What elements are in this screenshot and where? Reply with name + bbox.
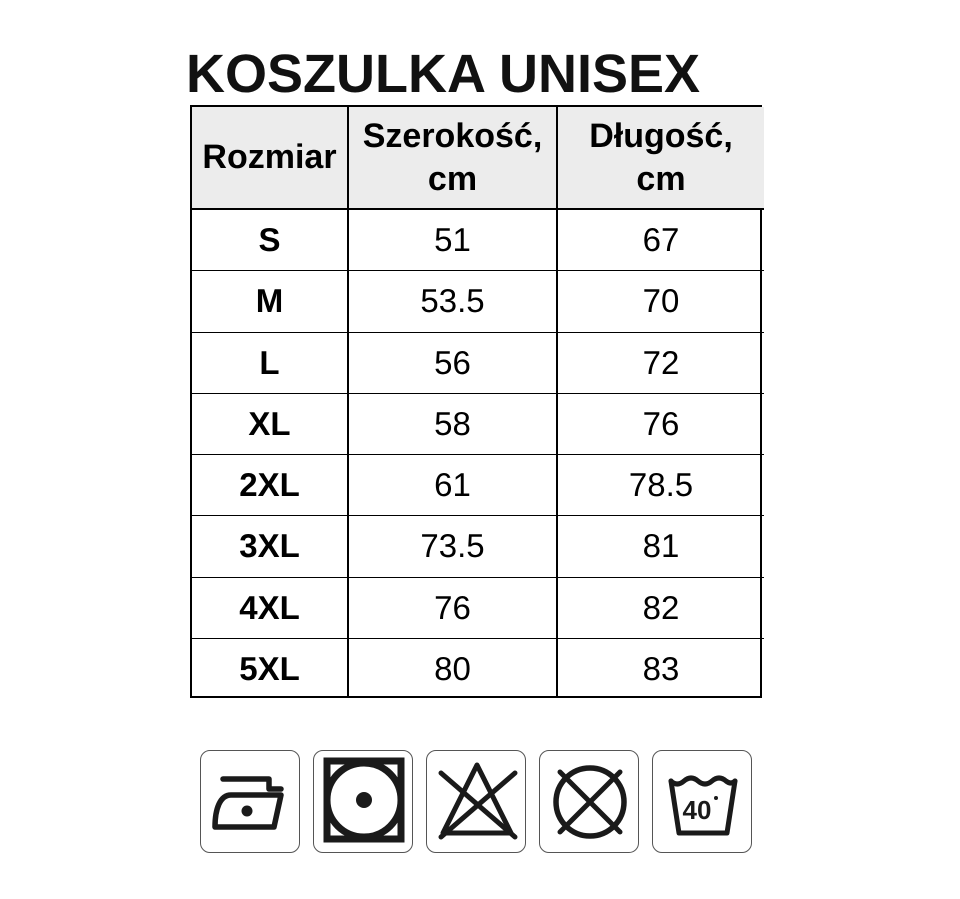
svg-text:40: 40 xyxy=(683,795,712,825)
